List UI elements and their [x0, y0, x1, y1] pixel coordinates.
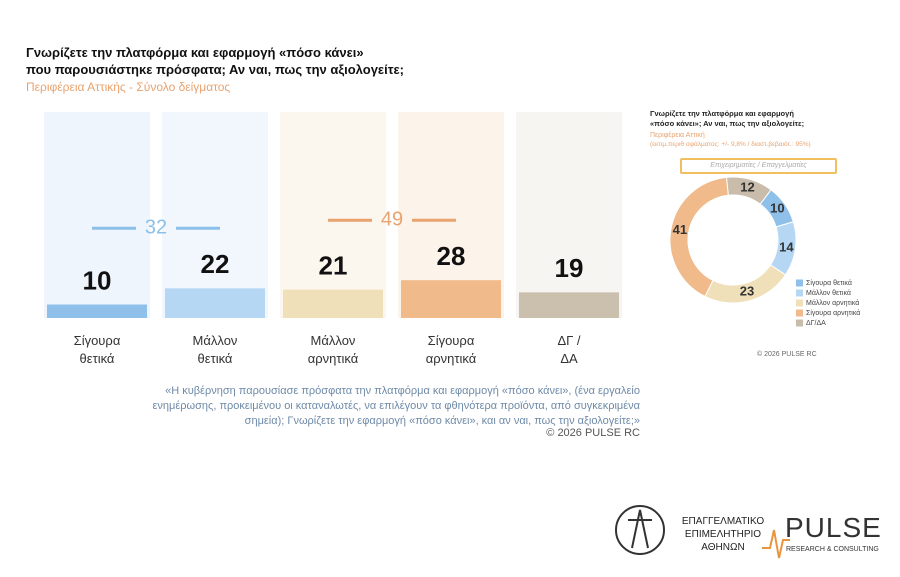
copyright: © 2026 PULSE RC	[546, 427, 640, 439]
legend-label: ΔΓ/ΔΑ	[806, 320, 826, 327]
legend-swatch	[796, 279, 803, 287]
category-label: Μάλλον αρνητικά	[307, 333, 359, 366]
subtitle: Περιφέρεια Αττικής - Σύνολο δείγματος	[26, 80, 231, 94]
donut-title: Γνωρίζετε την πλατφόρμα και εφαρμογή «πό…	[650, 109, 805, 128]
value-label: 21	[319, 251, 348, 281]
bar	[283, 289, 383, 318]
value-label: 10	[83, 265, 112, 295]
donut-label: 14	[779, 239, 794, 254]
column-bg	[280, 112, 386, 318]
pulse-logo: PULSE	[785, 512, 882, 543]
chamber-emblem	[615, 505, 665, 555]
footnote: «Η κυβέρνηση παρουσίασε πρόσφατα την πλα…	[152, 385, 640, 427]
donut-subtitle: Περιφέρεια Αττική	[650, 132, 705, 139]
pulse-sub: RESEARCH & CONSULTING	[786, 546, 879, 553]
pulse-icon	[762, 529, 790, 559]
category-label: Μάλλον θετικά	[192, 333, 238, 366]
value-label: 22	[201, 249, 230, 279]
value-label: 19	[555, 253, 584, 283]
category-label: ΔΓ / ΔΑ	[557, 333, 581, 366]
donut-label: 23	[740, 284, 754, 299]
legend-swatch	[796, 309, 803, 317]
legend-swatch	[796, 289, 803, 297]
legend-swatch	[796, 319, 803, 327]
category-label: Σίγουρα αρνητικά	[425, 333, 477, 366]
bar	[47, 304, 147, 318]
legend-swatch	[796, 299, 803, 307]
legend-label: Σίγουρα αρνητικά	[806, 309, 860, 317]
donut-label: 41	[673, 222, 687, 237]
chamber-name: ΕΠΑΓΓΕΛΜΑΤΙΚΟ ΕΠΙΜΕΛΗΤΗΡΙΟ ΑΘΗΝΩΝ	[681, 516, 765, 553]
total-label: 32	[145, 217, 167, 239]
column-bg	[44, 112, 150, 318]
donut-note: (εκτιμ.περιθ σφάλματος: +/- 9,8% / διαστ…	[650, 141, 811, 148]
legend-label: Σίγουρα θετικά	[806, 279, 852, 287]
emblem-figure	[628, 509, 652, 549]
title: Γνωρίζετε την πλατφόρμα και εφαρμογή «πό…	[26, 45, 405, 77]
bar	[401, 280, 501, 318]
donut-label: 12	[740, 179, 754, 194]
value-label: 28	[437, 241, 466, 271]
donut-segment	[669, 176, 729, 298]
legend-label: Μάλλον θετικά	[806, 289, 851, 297]
bar	[519, 292, 619, 318]
category-label: Σίγουρα θετικά	[73, 333, 121, 366]
column-bg	[516, 112, 622, 318]
total-label: 49	[381, 208, 403, 230]
donut-copyright: © 2026 PULSE RC	[757, 351, 817, 358]
column-bg	[162, 112, 268, 318]
legend-label: Μάλλον αρνητικά	[806, 299, 859, 307]
bar	[165, 288, 265, 318]
donut-badge: Επιχειρηματίες / Επαγγελματίες	[680, 158, 837, 174]
donut-label: 10	[770, 201, 784, 216]
